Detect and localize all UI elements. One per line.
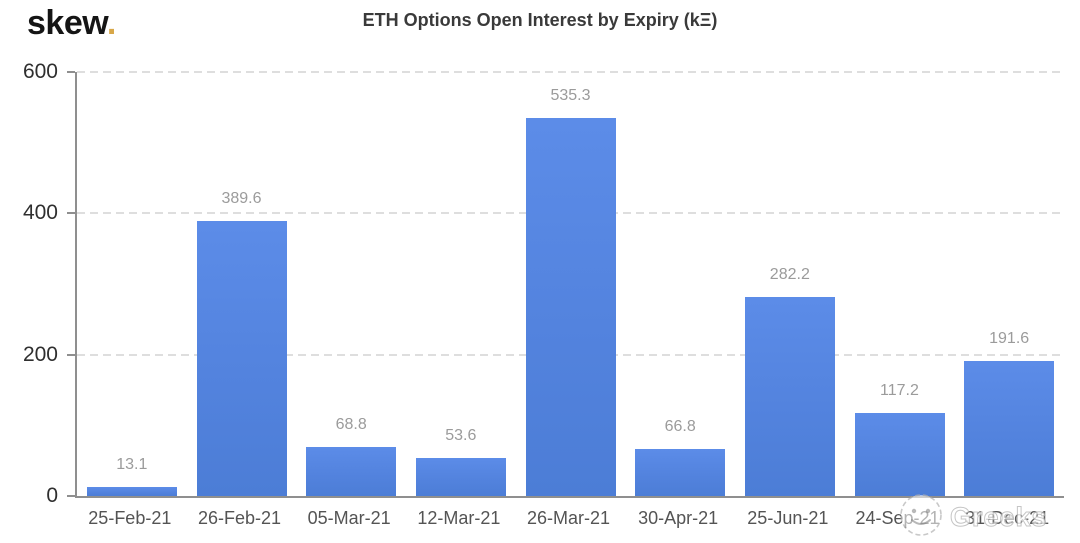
- bar-value-label: 117.2: [880, 382, 919, 400]
- y-tick-mark-400: [67, 212, 75, 215]
- bar-25-Feb-21[interactable]: [86, 486, 177, 496]
- bar-value-label: 282.2: [769, 265, 810, 283]
- bar-value-label: 13.1: [116, 455, 148, 473]
- bar-30-Apr-21[interactable]: [635, 448, 726, 496]
- x-tick-label-30-Apr-21: 30-Apr-21: [638, 508, 719, 528]
- chart-title: ETH Options Open Interest by Expiry (kΞ): [362, 10, 718, 30]
- x-axis-labels: 25-Feb-21 26-Feb-21 05-Mar-21 12-Mar-21 26-M…: [75, 508, 1062, 538]
- bar-26-Feb-21[interactable]: [196, 220, 287, 496]
- y-tick-label-0: 0: [46, 484, 58, 507]
- x-tick-label-31-Dec-21: 31-Dec-21: [965, 508, 1050, 528]
- plot-area: 13.1 389.6 68.8 53.6 535.3 66.8 282.2 117.2 191.…: [67, 71, 1064, 498]
- x-tick-label-25-Feb-21: 25-Feb-21: [88, 508, 172, 528]
- bar-12-Mar-21[interactable]: [415, 458, 506, 496]
- bar-31-Dec-21[interactable]: [964, 360, 1055, 496]
- x-tick-label-26-Feb-21: 26-Feb-21: [197, 508, 282, 528]
- x-tick-label-25-Jun-21: 25-Jun-21: [747, 508, 829, 528]
- bar-05-Mar-21[interactable]: [306, 447, 397, 496]
- y-tick-mark-200: [67, 353, 75, 356]
- gridline-600: [77, 71, 1064, 73]
- y-axis: 0 200 400 600: [0, 60, 58, 507]
- y-tick-mark-0: [67, 495, 75, 497]
- y-tick-label-400: 400: [22, 201, 58, 225]
- skew-logo: skew.: [27, 4, 116, 43]
- bar-26-Mar-21[interactable]: [525, 117, 616, 496]
- x-tick-label-05-Mar-21: 05-Mar-21: [307, 508, 391, 528]
- x-tick-label-26-Mar-21: 26-Mar-21: [526, 508, 610, 528]
- y-tick-mark-600: [67, 71, 75, 73]
- bar-value-label: 191.6: [989, 329, 1030, 347]
- logo-text: skew: [27, 4, 107, 42]
- x-tick-label-12-Mar-21: 12-Mar-21: [417, 508, 501, 528]
- bar-24-Sep-21[interactable]: [854, 413, 945, 496]
- bar-value-label: 535.3: [550, 86, 591, 104]
- logo-dot: .: [106, 4, 116, 42]
- y-tick-label-600: 600: [22, 60, 58, 83]
- bar-value-label: 68.8: [335, 416, 367, 434]
- bar-value-label: 53.6: [445, 427, 477, 445]
- bar-25-Jun-21[interactable]: [744, 296, 835, 496]
- bar-value-label: 389.6: [221, 189, 262, 207]
- y-tick-label-200: 200: [22, 342, 58, 366]
- bar-value-label: 66.8: [664, 417, 696, 435]
